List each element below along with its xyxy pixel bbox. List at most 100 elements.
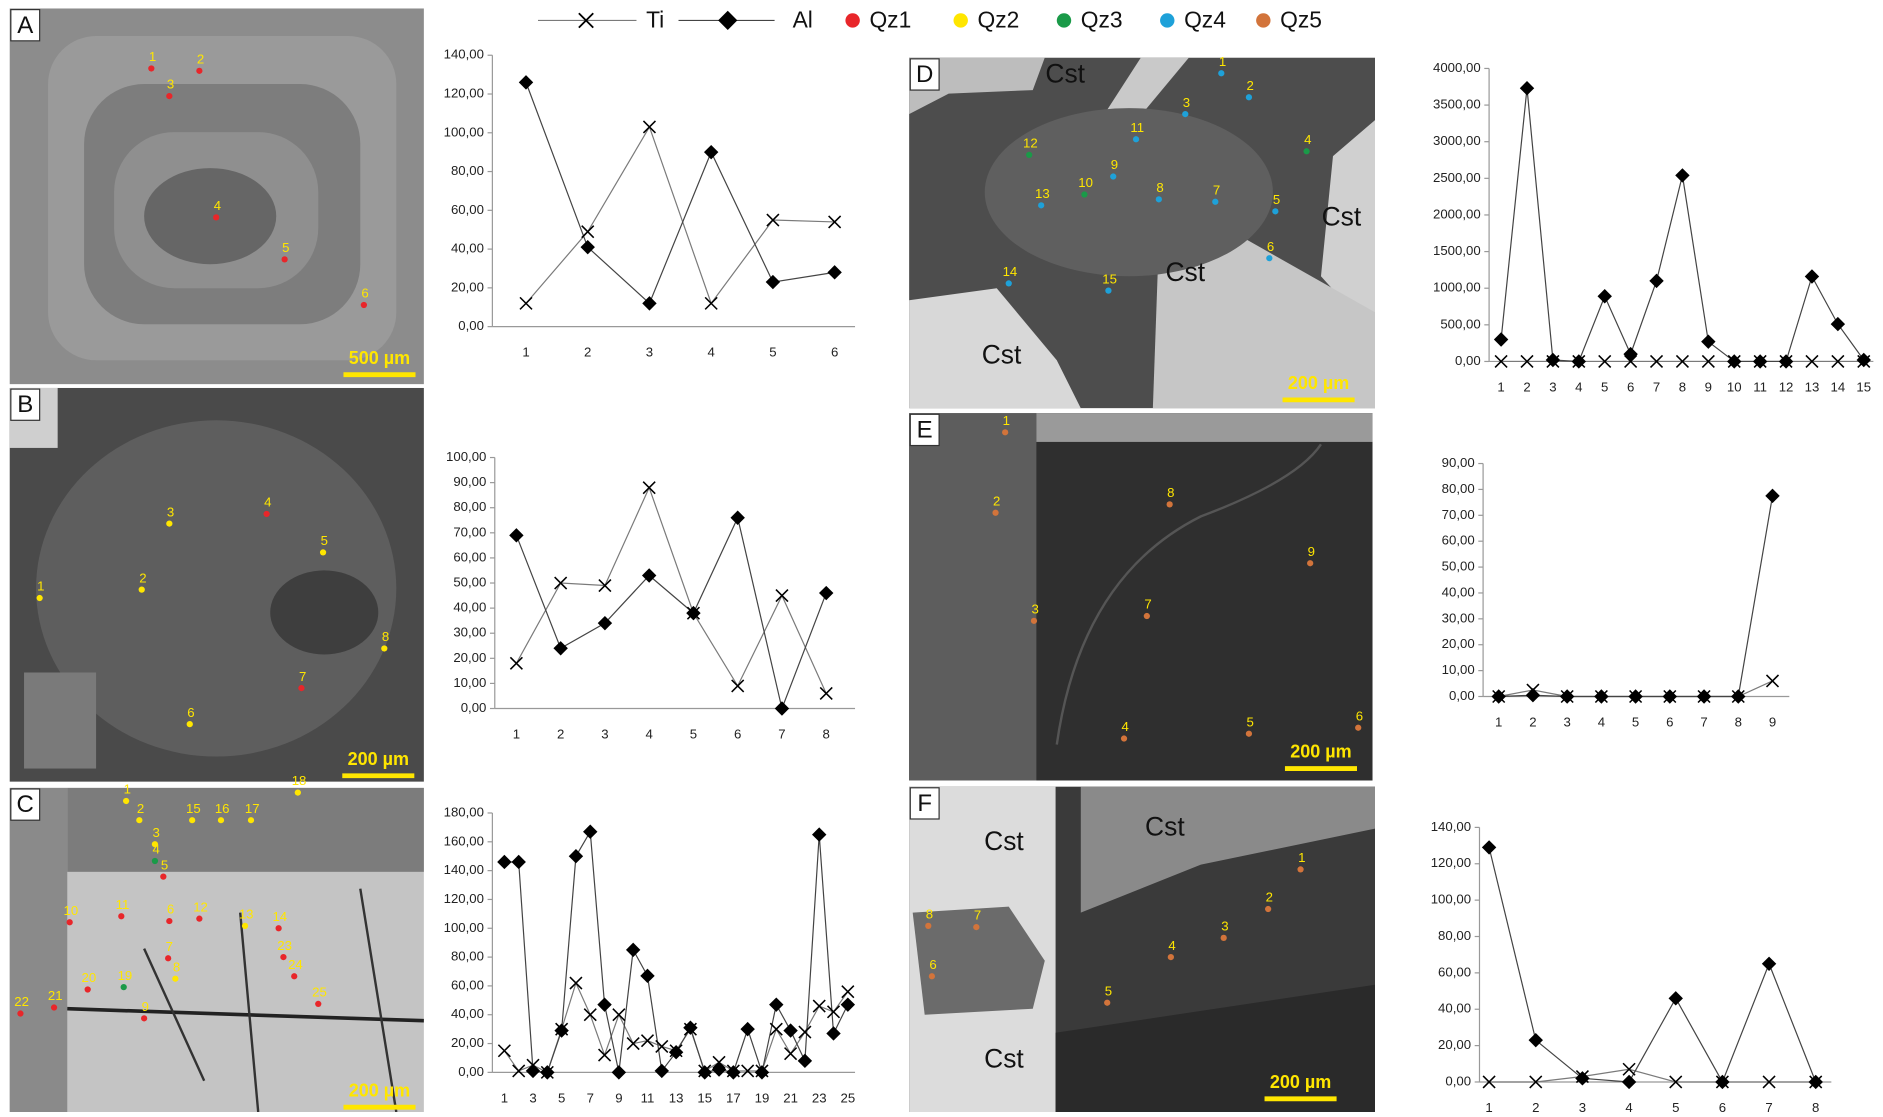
point-label: 4 — [1304, 132, 1311, 147]
marker-diamond — [1805, 269, 1819, 283]
analysis-point — [361, 302, 367, 308]
analysis-point — [276, 925, 282, 931]
y-tick-label: 0,00 — [458, 1064, 484, 1079]
point-label: 5 — [1246, 714, 1253, 729]
y-tick-label: 40,00 — [451, 1006, 484, 1021]
y-tick-label: 60,00 — [451, 202, 484, 217]
point-label: 6 — [187, 705, 194, 720]
marker-diamond — [597, 997, 611, 1011]
y-tick-label: 30,00 — [1442, 610, 1475, 625]
analysis-point — [123, 798, 129, 804]
point-label: 23 — [277, 938, 292, 953]
x-tick-label: 5 — [690, 726, 697, 741]
marker-diamond — [1622, 1075, 1636, 1089]
marker-diamond — [826, 1026, 840, 1040]
x-tick-label: 4 — [646, 726, 653, 741]
y-tick-label: 50,00 — [453, 575, 486, 590]
y-tick-label: 120,00 — [444, 85, 484, 100]
x-tick-label: 13 — [1805, 379, 1820, 394]
marker-x — [732, 680, 744, 692]
x-tick-label: 2 — [1523, 379, 1530, 394]
marker-diamond — [655, 1064, 669, 1078]
marker-diamond — [1482, 840, 1496, 854]
point-label: 10 — [64, 903, 79, 918]
chart: 0,0020,0040,0060,0080,00100,00120,00140,… — [444, 804, 856, 1105]
marker-diamond — [612, 1065, 626, 1079]
analysis-point — [1105, 287, 1111, 293]
x-tick-label: 23 — [812, 1090, 827, 1105]
micrograph — [10, 388, 424, 782]
marker-x — [627, 1038, 639, 1050]
scale-bar-label: 200 µm — [349, 1080, 410, 1100]
x-tick-label: 1 — [501, 1090, 508, 1105]
y-tick-label: 20,00 — [1438, 1037, 1471, 1052]
analysis-point — [1272, 208, 1278, 214]
point-label: 1 — [149, 49, 156, 64]
marker-diamond — [1857, 353, 1871, 367]
x-tick-label: 8 — [1735, 714, 1742, 729]
series-line — [526, 127, 835, 303]
analysis-point — [139, 587, 145, 593]
marker-x — [520, 297, 532, 309]
legend-dot — [1256, 13, 1270, 27]
y-tick-label: 0,00 — [461, 700, 487, 715]
y-tick-label: 20,00 — [451, 1035, 484, 1050]
legend-label: Qz5 — [1280, 7, 1322, 33]
analysis-point — [925, 923, 931, 929]
micrograph-texture — [144, 168, 276, 264]
series-line — [1501, 88, 1864, 361]
analysis-point — [1297, 866, 1303, 872]
marker-x — [641, 1035, 653, 1047]
marker-x — [643, 482, 655, 494]
point-label: 18 — [292, 773, 307, 788]
analysis-point — [1144, 613, 1150, 619]
point-label: 6 — [167, 902, 174, 917]
analysis-point — [196, 916, 202, 922]
y-tick-label: 100,00 — [444, 920, 484, 935]
x-tick-label: 7 — [1700, 714, 1707, 729]
micrograph-texture — [909, 413, 1036, 780]
point-label: 8 — [926, 907, 933, 922]
micrograph-texture — [985, 108, 1273, 276]
analysis-point — [196, 68, 202, 74]
x-tick-label: 21 — [783, 1090, 798, 1105]
y-tick-label: 60,00 — [1438, 964, 1471, 979]
x-tick-label: 6 — [1719, 1100, 1726, 1112]
marker-diamond — [1675, 168, 1689, 182]
marker-x — [643, 121, 655, 133]
mineral-label: Cst — [984, 826, 1024, 856]
analysis-point — [17, 1010, 23, 1016]
point-label: 17 — [245, 801, 260, 816]
analysis-point — [37, 595, 43, 601]
legend-dot — [954, 13, 968, 27]
point-label: 15 — [186, 801, 201, 816]
micrograph-panel: F12345678CstCstCst200 µm — [909, 787, 1375, 1112]
page: { "point_classes": [ {"name": "Qz1", "co… — [0, 0, 1883, 1112]
x-tick-label: 3 — [529, 1090, 536, 1105]
analysis-point — [1221, 935, 1227, 941]
x-tick-label: 2 — [584, 345, 591, 360]
legend-label: Ti — [646, 7, 664, 33]
marker-diamond — [1529, 1033, 1543, 1047]
y-tick-label: 90,00 — [1442, 455, 1475, 470]
point-label: 2 — [1266, 890, 1273, 905]
marker-diamond — [819, 586, 833, 600]
point-label: 1 — [1298, 850, 1305, 865]
point-label: 2 — [137, 801, 144, 816]
legend-label: Qz2 — [978, 7, 1020, 33]
analysis-point — [187, 721, 193, 727]
x-tick-label: 6 — [734, 726, 741, 741]
analysis-point — [67, 919, 73, 925]
marker-diamond — [497, 855, 511, 869]
scale-bar-label: 200 µm — [1270, 1072, 1331, 1092]
marker-diamond — [1575, 1071, 1589, 1085]
analysis-point — [298, 685, 304, 691]
y-tick-label: 60,00 — [1442, 533, 1475, 548]
analysis-point — [160, 874, 166, 880]
point-label: 5 — [1105, 983, 1112, 998]
y-tick-label: 0,00 — [458, 318, 484, 333]
panel-letter: C — [17, 791, 34, 818]
x-tick-label: 25 — [840, 1090, 855, 1105]
x-tick-label: 3 — [1579, 1100, 1586, 1112]
